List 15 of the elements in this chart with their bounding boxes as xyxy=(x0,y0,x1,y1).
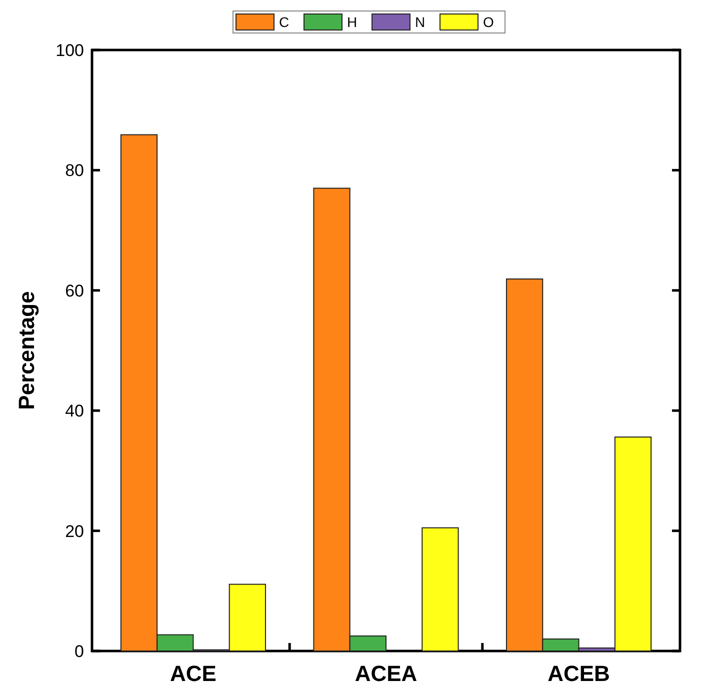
y-tick-label: 0 xyxy=(74,642,84,661)
bar xyxy=(422,527,459,652)
x-tick-label: ACE xyxy=(170,661,216,686)
y-tick-label: 80 xyxy=(65,161,84,180)
y-tick-label: 60 xyxy=(65,281,84,300)
legend-label: C xyxy=(279,14,290,30)
y-axis-title: Percentage xyxy=(14,291,39,410)
legend-label: H xyxy=(347,14,358,30)
legend-label: O xyxy=(483,14,494,30)
x-tick-label: ACEB xyxy=(548,661,610,686)
y-tick-label: 100 xyxy=(56,40,84,60)
y-tick-label: 20 xyxy=(65,522,84,541)
x-tick-label: ACEA xyxy=(354,661,418,686)
y-tick-label: 40 xyxy=(65,402,84,421)
legend-label: N xyxy=(415,14,426,30)
